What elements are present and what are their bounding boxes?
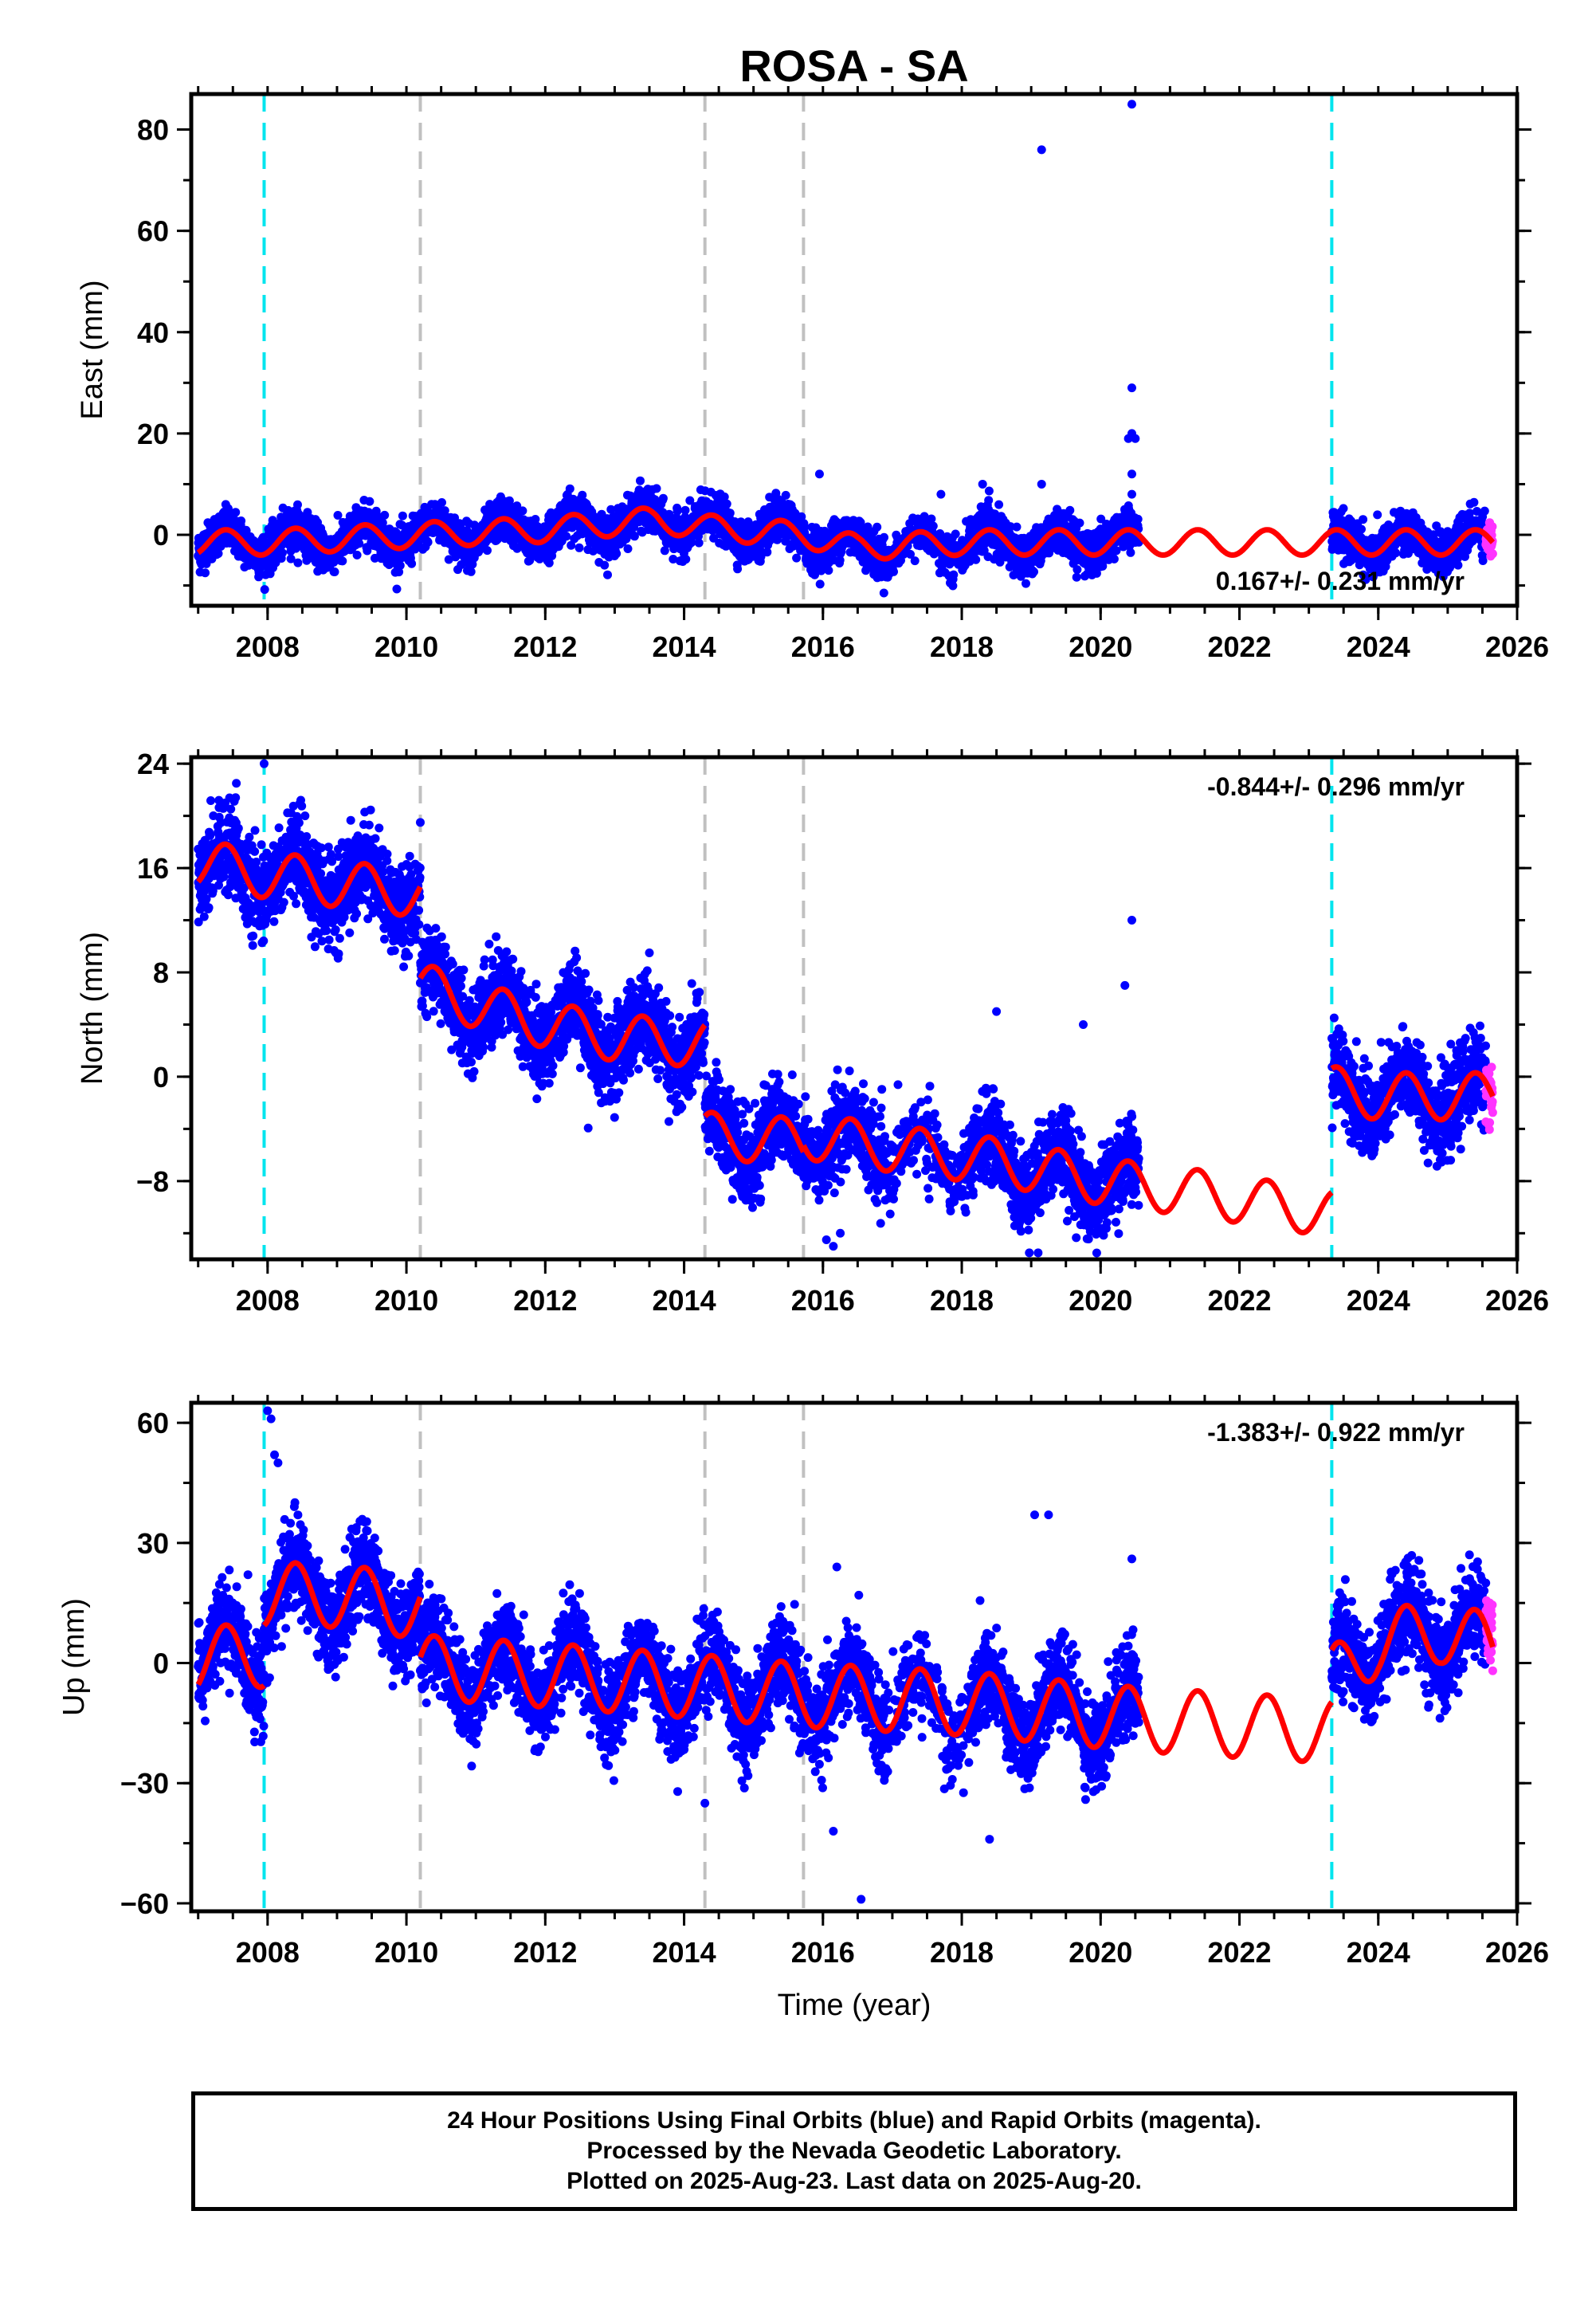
panel-east: 2008 2010 2012 2014 2016 2018 2020 2022 2024 2026… [76, 86, 1549, 663]
data-point [603, 570, 612, 579]
data-point [687, 538, 696, 548]
data-point [237, 516, 246, 525]
data-point [600, 560, 610, 570]
data-point [1075, 518, 1084, 528]
data-point [574, 543, 584, 552]
data-point [378, 518, 387, 528]
data-point [363, 546, 372, 556]
data-point [815, 579, 825, 589]
data-point [636, 476, 645, 485]
data-point [398, 511, 407, 520]
data-point [1357, 524, 1366, 534]
data-point [518, 506, 527, 516]
data-point [873, 522, 882, 532]
data-point [1373, 510, 1382, 520]
data-point [984, 496, 994, 505]
data-point [1012, 522, 1022, 532]
data-point [949, 570, 959, 579]
data-point [725, 509, 735, 518]
chart-title: ROSA - SA [739, 41, 968, 91]
data-point [1072, 572, 1081, 582]
data-point [612, 549, 622, 559]
data-point [1072, 565, 1082, 575]
data-point [722, 499, 731, 509]
panels: 2008 2010 2012 2014 2016 2018 2020 2022 2024 2026… [57, 86, 1549, 2022]
data-point [380, 510, 390, 520]
data-point [1109, 554, 1119, 564]
data-point [214, 549, 223, 558]
data-point [355, 539, 364, 548]
data-point [652, 484, 661, 493]
data-point [483, 546, 492, 556]
data-point [971, 555, 981, 564]
data-point [333, 511, 343, 520]
data-point [277, 548, 287, 558]
data-point [792, 553, 802, 563]
data-point [658, 493, 668, 503]
data-point [880, 532, 888, 542]
data-point [694, 538, 704, 548]
data-point [1065, 505, 1075, 515]
data-point [231, 508, 241, 517]
data-point [681, 555, 691, 564]
data-point [286, 554, 296, 564]
data-point [293, 558, 303, 567]
data-point [466, 567, 476, 576]
data-point [440, 506, 449, 516]
data-point [1339, 504, 1348, 513]
data-point [1133, 514, 1143, 524]
data-point [984, 486, 994, 496]
data-point [824, 566, 833, 575]
data-point [352, 550, 362, 560]
data-point [781, 490, 790, 500]
plot-area-east [194, 94, 1497, 606]
data-point [879, 588, 888, 598]
data-point [437, 498, 446, 507]
data-point [562, 532, 571, 541]
data-point [260, 585, 269, 595]
data-point [733, 564, 743, 574]
data-point [201, 568, 210, 578]
data-point [1359, 515, 1368, 524]
data-point [365, 497, 374, 506]
data-point [423, 537, 433, 547]
data-point [407, 559, 417, 568]
data-point [1022, 579, 1030, 588]
data-point [392, 584, 402, 594]
data-point [680, 505, 690, 515]
data-point [395, 561, 405, 570]
data-point [994, 500, 1004, 509]
final-orbit-points-east [194, 100, 1491, 598]
data-point [223, 504, 233, 513]
data-point [444, 555, 453, 564]
data-point [338, 556, 347, 566]
data-point [889, 567, 898, 576]
data-point [928, 521, 938, 531]
data-point [1029, 567, 1038, 576]
data-point [565, 484, 574, 493]
data-point [1126, 548, 1135, 557]
data-point [910, 556, 920, 566]
data-point [330, 567, 339, 576]
data-point [673, 506, 682, 516]
data-point [623, 544, 633, 553]
data-point [951, 529, 960, 539]
data-point [371, 553, 379, 563]
data-point [293, 500, 302, 509]
